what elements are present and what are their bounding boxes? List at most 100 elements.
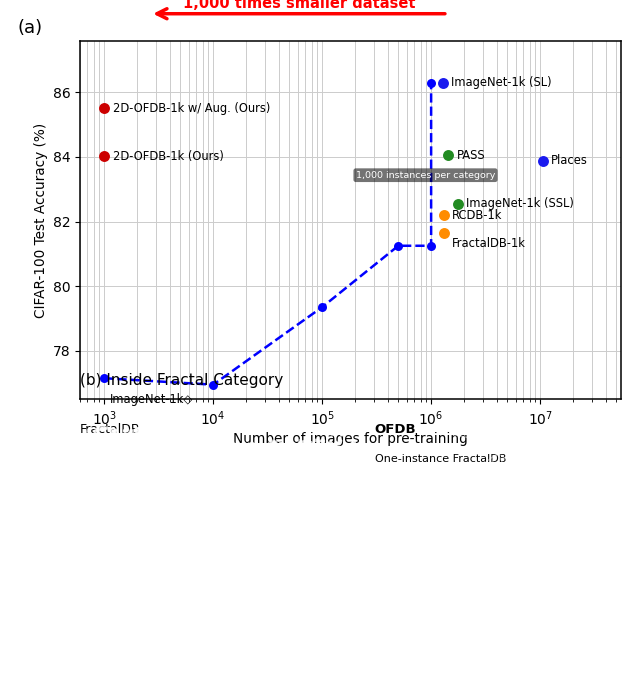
Point xyxy=(237,603,247,613)
Point xyxy=(204,547,214,558)
Point xyxy=(472,513,482,524)
Point xyxy=(246,441,257,452)
Point xyxy=(550,519,561,530)
Point xyxy=(81,519,91,529)
Point xyxy=(270,600,280,611)
Point xyxy=(227,425,237,436)
Point xyxy=(426,77,436,88)
Point xyxy=(460,560,470,571)
Point xyxy=(475,582,485,593)
Point xyxy=(431,569,442,580)
Point xyxy=(536,528,547,539)
Point xyxy=(349,559,359,570)
Point xyxy=(251,423,261,434)
Point xyxy=(465,596,476,607)
Point xyxy=(240,586,250,596)
Point xyxy=(556,558,566,569)
Point xyxy=(315,545,325,556)
Point xyxy=(256,575,266,586)
Point xyxy=(111,577,122,588)
Point xyxy=(517,511,527,522)
Point xyxy=(265,546,275,556)
Point xyxy=(196,520,206,531)
Point xyxy=(484,529,494,540)
Point xyxy=(225,549,236,560)
Point xyxy=(444,559,454,570)
Point xyxy=(151,558,161,569)
Point xyxy=(180,508,191,519)
Point xyxy=(444,516,454,527)
Point xyxy=(494,562,504,573)
Point xyxy=(438,538,449,549)
Point xyxy=(171,562,181,573)
Point xyxy=(490,502,500,513)
Point xyxy=(82,571,92,582)
Point xyxy=(524,607,534,617)
Text: (b) Inside Fractal Category: (b) Inside Fractal Category xyxy=(80,373,284,388)
Point xyxy=(93,519,103,530)
Point xyxy=(198,657,208,668)
Point xyxy=(160,550,170,561)
Point xyxy=(335,533,346,544)
Point xyxy=(550,550,561,561)
Point xyxy=(441,542,451,552)
Point xyxy=(116,489,127,500)
Point xyxy=(120,505,130,516)
Point xyxy=(491,605,501,616)
Point xyxy=(76,653,86,664)
Point xyxy=(109,435,120,446)
Point xyxy=(225,497,235,508)
Point xyxy=(169,482,179,493)
Point xyxy=(544,538,554,548)
Point xyxy=(513,558,523,569)
Point xyxy=(455,567,465,577)
Point xyxy=(195,536,205,546)
Point xyxy=(196,550,206,561)
Point xyxy=(329,613,339,624)
Point xyxy=(321,468,331,479)
Point xyxy=(307,546,317,556)
Point xyxy=(287,454,298,464)
Point xyxy=(323,470,333,481)
Point xyxy=(232,453,243,464)
Point xyxy=(519,521,529,531)
Point xyxy=(249,452,259,463)
Point xyxy=(100,480,110,491)
Point xyxy=(214,425,224,436)
Point xyxy=(227,520,237,531)
Point xyxy=(345,470,355,481)
Point xyxy=(158,437,168,447)
Point xyxy=(228,586,239,596)
Point xyxy=(536,585,546,596)
Point xyxy=(457,547,467,558)
Point xyxy=(189,573,199,584)
Point xyxy=(302,536,312,546)
Point xyxy=(218,482,228,493)
Point xyxy=(534,521,544,532)
Point xyxy=(328,570,338,581)
Point xyxy=(271,466,282,477)
Point xyxy=(246,479,257,489)
Point xyxy=(166,493,176,504)
Point xyxy=(152,588,163,599)
Point xyxy=(248,548,258,559)
Point xyxy=(350,452,360,462)
Point xyxy=(236,573,246,584)
Point xyxy=(209,543,219,554)
Point xyxy=(525,594,535,605)
Point xyxy=(497,493,508,504)
Point xyxy=(216,452,227,462)
Point xyxy=(492,596,502,607)
Point xyxy=(125,603,136,614)
Point xyxy=(468,599,478,610)
Point xyxy=(146,435,156,446)
Point xyxy=(432,546,442,557)
Point xyxy=(113,504,123,515)
Point xyxy=(228,590,239,600)
Point xyxy=(158,426,168,437)
Point xyxy=(519,525,529,536)
Point xyxy=(118,520,129,531)
Point xyxy=(148,588,158,598)
Point xyxy=(468,508,479,519)
Point xyxy=(327,429,337,439)
